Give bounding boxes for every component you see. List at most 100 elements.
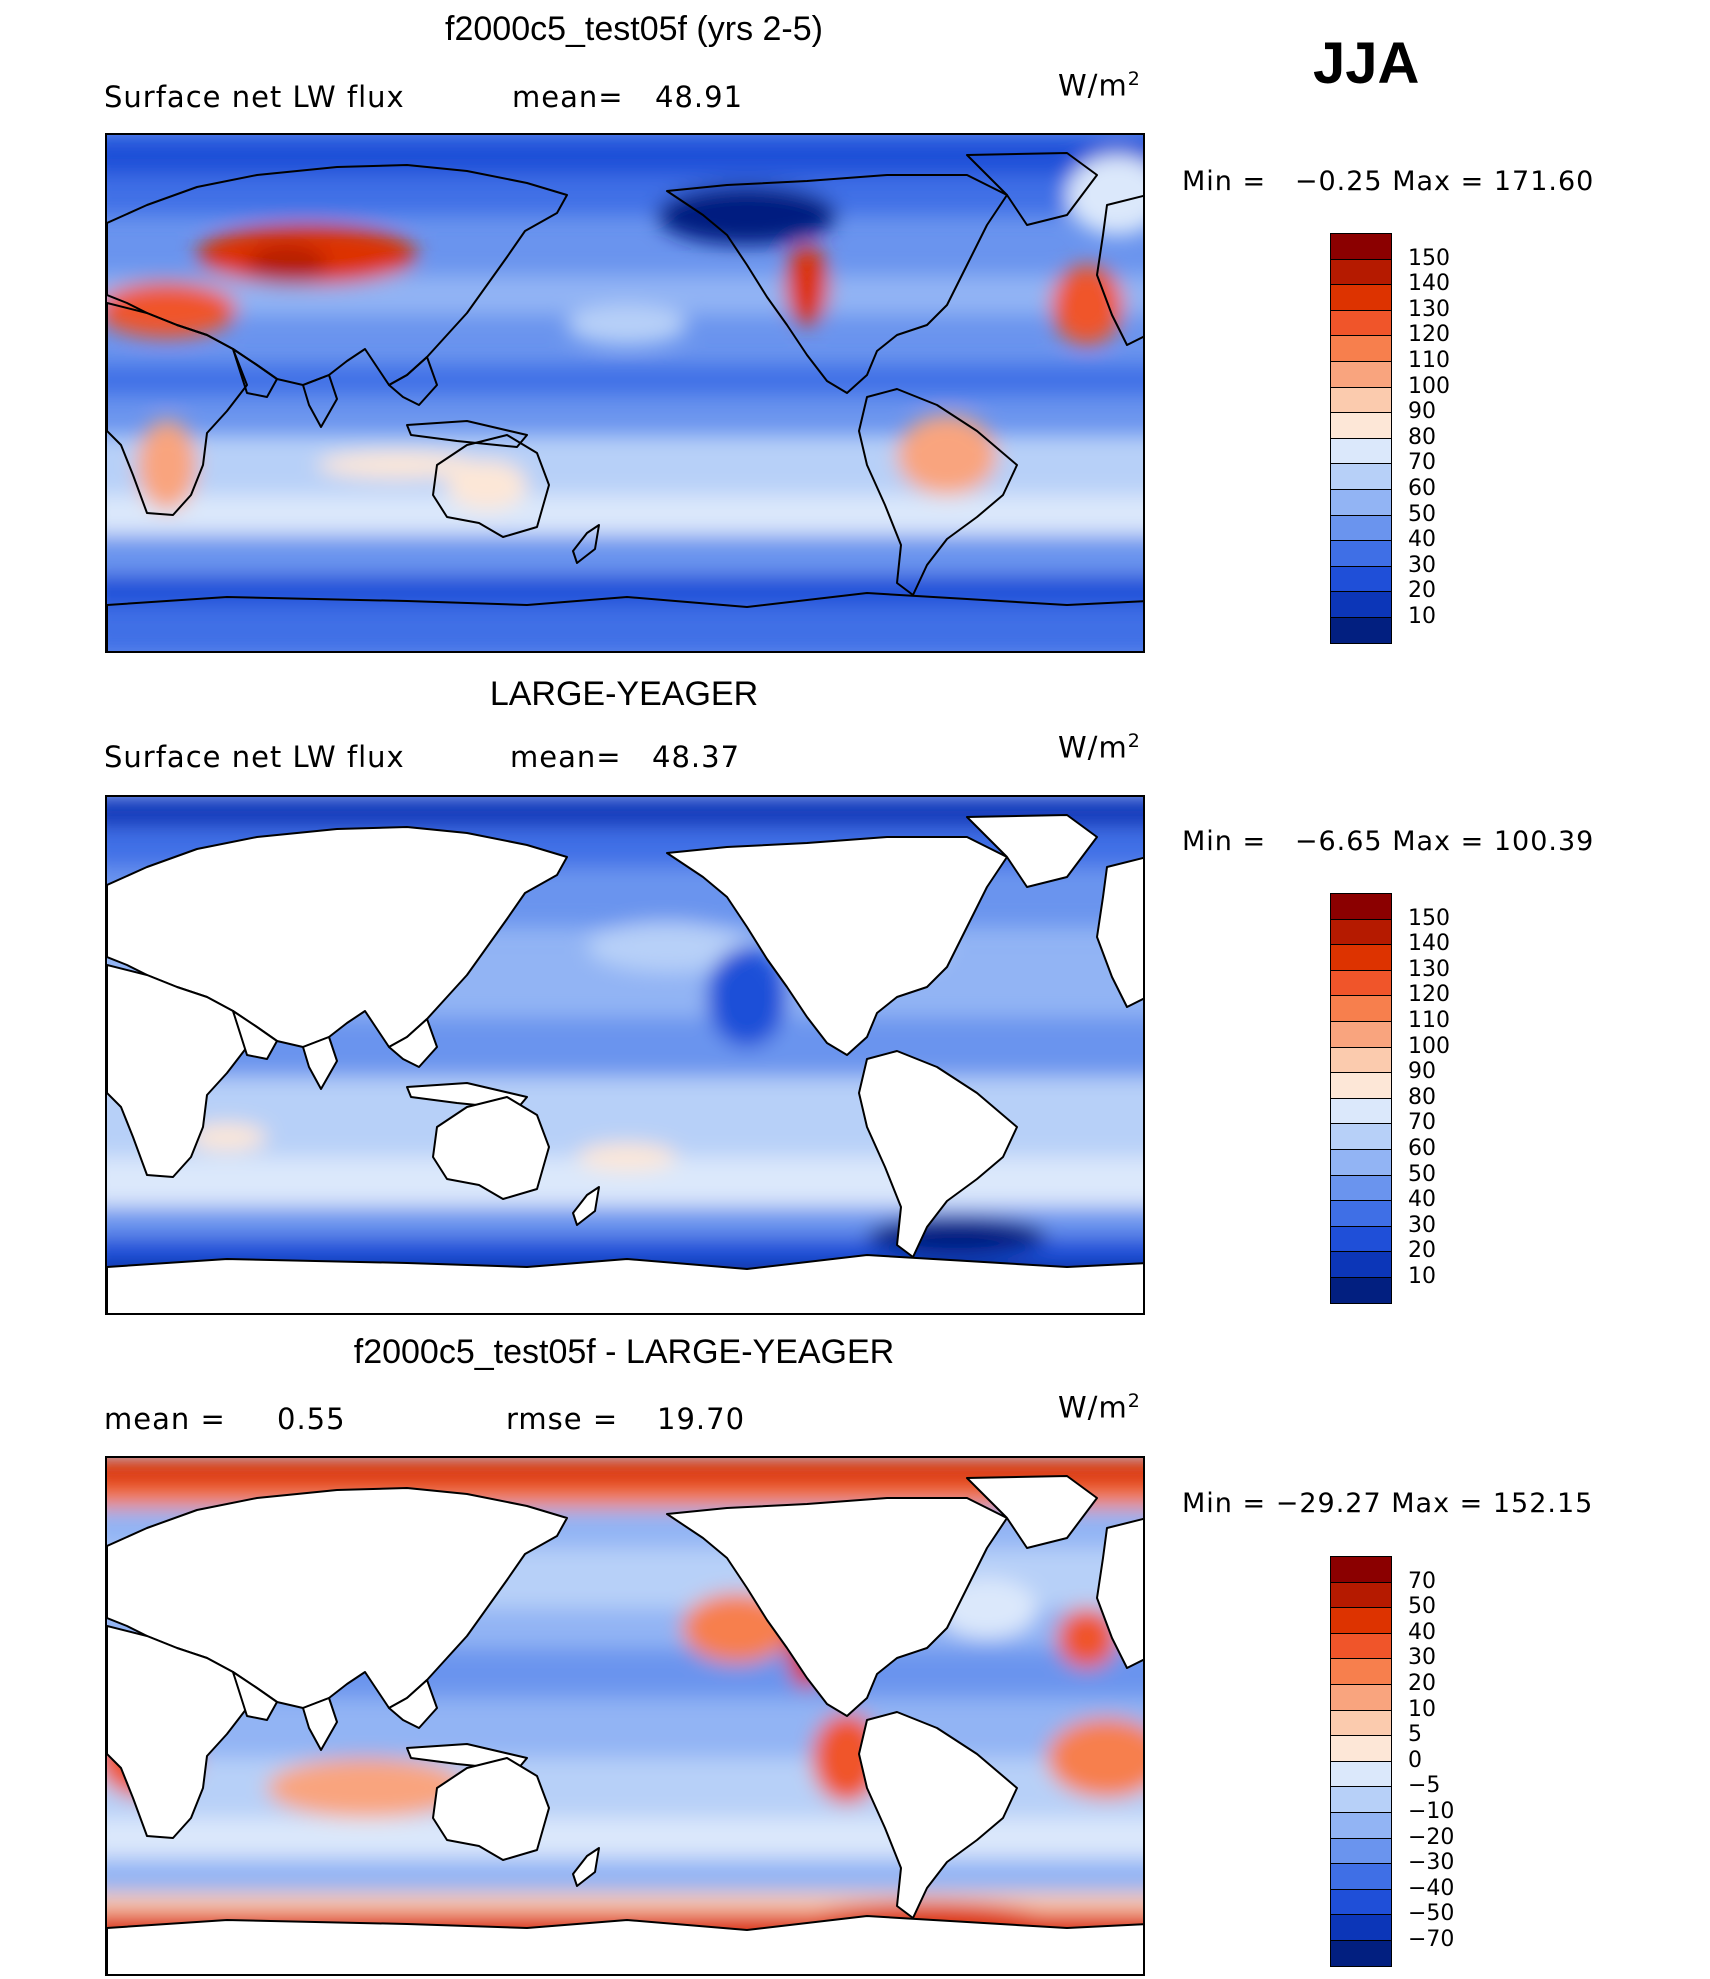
colorbar-label: 5 (1408, 1722, 1422, 1748)
map-svg (107, 797, 1143, 1313)
coastline-seasia (388, 356, 438, 406)
season-label: JJA (1313, 31, 1420, 96)
panel-1-title: f2000c5_test05f (yrs 2-5) (445, 10, 823, 48)
colorbar-swatch (1330, 514, 1392, 542)
colorbar-label: −30 (1408, 1850, 1455, 1876)
panel-2-units: W/m2 (1058, 730, 1141, 765)
coastline-samerica (858, 1711, 1018, 1919)
panel-1-minmax: Min = −0.25 Max = 171.60 (1182, 166, 1595, 197)
coastline-africa (107, 1625, 248, 1839)
colorbar-label: 0 (1408, 1747, 1422, 1773)
colorbar-label: 150 (1408, 245, 1450, 271)
colorbar-swatch (1330, 995, 1392, 1023)
panel-2-mean-label: mean= (510, 740, 622, 774)
coastline-seasia (388, 1679, 438, 1729)
coastline-india (302, 1697, 338, 1751)
colorbar-label: 50 (1408, 501, 1436, 527)
colorbar-label: 10 (1408, 1264, 1436, 1289)
colorbar-label: 90 (1408, 1059, 1436, 1085)
colorbar-swatch (1330, 284, 1392, 312)
panel-1-map (105, 133, 1145, 653)
coastline-samerica (858, 1050, 1018, 1258)
colorbar-swatch (1330, 1097, 1392, 1125)
colorbar-swatch (1330, 565, 1392, 593)
colorbar-swatch (1330, 918, 1392, 946)
colorbar-label: 10 (1408, 1696, 1436, 1722)
coastline-antarctica (107, 592, 1143, 651)
colorbar-swatch (1330, 1760, 1392, 1788)
colorbar-swatch (1330, 1149, 1392, 1177)
colorbar-label: 20 (1408, 1671, 1436, 1696)
panel-2-map (105, 795, 1145, 1315)
colorbar-label: 30 (1408, 1212, 1436, 1238)
coastline-europe_east (1096, 1517, 1143, 1669)
panel-3-minmax: Min = −29.27 Max = 152.15 (1182, 1488, 1594, 1519)
colorbar-swatch (1330, 437, 1392, 465)
colorbar-label: 30 (1408, 1645, 1436, 1671)
coastline-africa (107, 302, 248, 516)
colorbar-label: 40 (1408, 1187, 1436, 1213)
panel-1-variable: Surface net LW flux (104, 80, 405, 114)
colorbar-label: 70 (1408, 1568, 1436, 1594)
colorbar-swatch (1330, 1174, 1392, 1202)
panel-3-rmse-value: 19.70 (657, 1402, 746, 1436)
colorbar-swatch (1330, 969, 1392, 997)
panel-3-rmse-label: rmse = (506, 1402, 619, 1436)
colorbar-swatch (1330, 1735, 1392, 1763)
colorbar-swatch (1330, 233, 1392, 261)
colorbar-swatch (1330, 1607, 1392, 1635)
colorbar-swatch (1330, 1632, 1392, 1660)
coastline-antarctica (107, 1254, 1143, 1313)
panel-1-mean-value: 48.91 (655, 80, 744, 114)
colorbar-label: 20 (1408, 1238, 1436, 1264)
colorbar-label: 90 (1408, 399, 1436, 425)
colorbar-label: 130 (1408, 956, 1450, 982)
map-svg (107, 1458, 1143, 1974)
colorbar-label: 40 (1408, 527, 1436, 553)
colorbar-swatch (1330, 1581, 1392, 1609)
panel-2-mean-value: 48.37 (652, 740, 741, 774)
colorbar-label: 40 (1408, 1619, 1436, 1645)
colorbar-label: −70 (1408, 1927, 1455, 1952)
colorbar-label: 70 (1408, 1110, 1436, 1136)
coastline-greenland (966, 814, 1098, 888)
colorbar-label: −10 (1408, 1799, 1455, 1824)
colorbar-label: 110 (1408, 348, 1450, 373)
colorbar-swatch (1330, 1888, 1392, 1916)
coastline-arabia (232, 1671, 278, 1721)
colorbar-swatch (1330, 335, 1392, 363)
colorbar-swatch (1330, 386, 1392, 414)
colorbar-swatch (1330, 1658, 1392, 1686)
colorbar-swatch (1330, 944, 1392, 972)
coastline-arabia (232, 1010, 278, 1060)
colorbar-label: 130 (1408, 296, 1450, 322)
coastline-india (302, 1036, 338, 1090)
coastline-india (302, 374, 338, 428)
colorbar-label: −40 (1408, 1875, 1455, 1901)
colorbar-label: −5 (1408, 1773, 1441, 1799)
panel-3-units: W/m2 (1058, 1390, 1141, 1425)
colorbar-swatch (1330, 309, 1392, 337)
colorbar-swatch (1330, 361, 1392, 389)
colorbar-swatch (1330, 1046, 1392, 1074)
coastline-australia (432, 1757, 550, 1861)
panel-1-units: W/m2 (1058, 68, 1141, 103)
colorbar-swatch (1330, 1709, 1392, 1737)
colorbar-swatch (1330, 1863, 1392, 1891)
coastline-greenland (966, 1475, 1098, 1549)
panel-3-title: f2000c5_test05f - LARGE-YEAGER (353, 1333, 895, 1371)
coastline-arabia (232, 348, 278, 398)
colorbar-label: 100 (1408, 373, 1450, 399)
colorbar-swatch (1330, 1021, 1392, 1049)
panel-2-minmax: Min = −6.65 Max = 100.39 (1182, 826, 1595, 857)
colorbar-swatch (1330, 258, 1392, 286)
colorbar-label: 150 (1408, 905, 1450, 931)
colorbar-label: 10 (1408, 604, 1436, 629)
colorbar-label: 50 (1408, 1161, 1436, 1187)
map-svg (107, 135, 1143, 651)
colorbar-label: −50 (1408, 1901, 1455, 1927)
colorbar-label: 120 (1408, 982, 1450, 1008)
colorbar-swatch (1330, 893, 1392, 921)
colorbar-swatch (1330, 1940, 1392, 1968)
panel-3-map (105, 1456, 1145, 1976)
